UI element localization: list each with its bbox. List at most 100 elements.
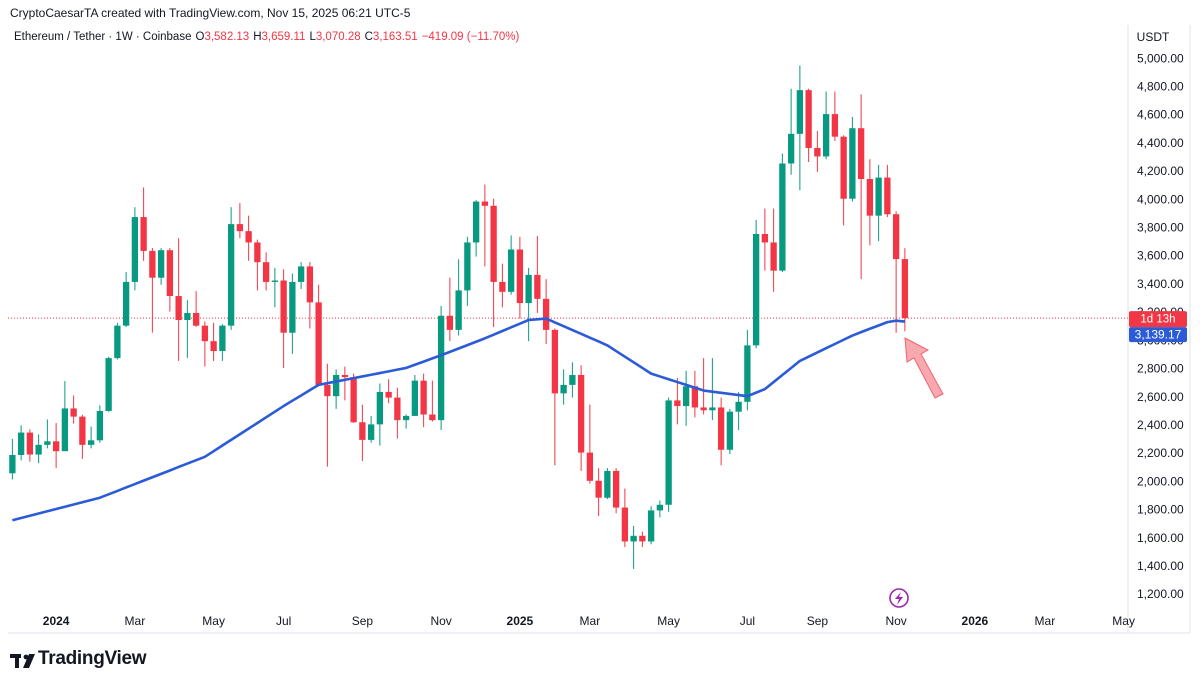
x-tick-label: Sep (352, 614, 374, 628)
candle-body (385, 391, 392, 398)
y-tick-label: 1,400.00 (1137, 559, 1184, 573)
candle-body (455, 290, 462, 330)
candle-body (525, 274, 532, 304)
y-tick-label: 1,800.00 (1137, 503, 1184, 517)
candle-body (236, 224, 244, 232)
y-tick-label: 1,600.00 (1137, 531, 1184, 545)
candle-body (569, 375, 576, 385)
candle-body (17, 432, 25, 455)
candle-body (744, 345, 751, 402)
candle-body (814, 147, 821, 157)
candle-body (779, 163, 786, 271)
candle-body (647, 510, 655, 542)
candle-body (901, 259, 909, 319)
candle-body (9, 454, 16, 474)
ohlc-value: 3,582.13 (204, 31, 250, 43)
candle-body (44, 441, 51, 445)
candle-body (700, 407, 707, 411)
candle-body (192, 312, 200, 326)
candle-body (612, 470, 620, 508)
candle-body (752, 233, 760, 346)
candle-body (324, 384, 331, 397)
candle-body (105, 358, 112, 411)
candle-body (770, 242, 777, 271)
candle-body (157, 250, 165, 278)
candle-body (507, 249, 515, 292)
candle-body (87, 440, 95, 445)
candle-body (595, 480, 602, 498)
x-tick-label: Jul (276, 614, 291, 628)
candle-body (437, 315, 445, 421)
candle-body (175, 296, 182, 321)
x-tick-label: 2024 (43, 614, 70, 628)
candle-body (96, 410, 104, 441)
x-tick-label: Jul (740, 614, 755, 628)
candle-body (149, 250, 156, 278)
candle-body (884, 177, 891, 215)
candle-body (280, 280, 287, 333)
candle-body (289, 281, 296, 333)
candle-body (840, 136, 847, 199)
candle-body (271, 280, 279, 282)
x-tick-label: 2026 (962, 614, 989, 628)
y-tick-label: 3,400.00 (1137, 277, 1184, 291)
candle-body (691, 386, 699, 408)
x-tick-label: May (657, 614, 680, 628)
candle-body (490, 205, 497, 282)
candle-body (499, 281, 506, 292)
candle-body (875, 177, 882, 216)
logo-shape (15, 654, 19, 668)
ma-tag (1129, 327, 1187, 343)
ohlc-key: C (364, 31, 373, 43)
candle-body (534, 274, 541, 299)
price-tag (1129, 311, 1187, 328)
candle-body (26, 432, 34, 455)
candle-body (577, 375, 585, 453)
annotation-arrow (904, 337, 944, 399)
candle-body (70, 408, 77, 417)
y-tick-label: 2,600.00 (1137, 390, 1184, 404)
candle-body (420, 380, 427, 415)
moving-average (12, 317, 906, 522)
candle-body (402, 415, 410, 421)
y-tick-label: 2,000.00 (1137, 474, 1184, 488)
candle-body (201, 325, 209, 342)
candle-body (210, 341, 217, 352)
candle-body (560, 384, 567, 394)
candle-body (831, 114, 839, 137)
candle-body (787, 133, 795, 164)
candle-body (394, 397, 401, 421)
candle-body (892, 214, 900, 260)
candle-body (551, 329, 559, 394)
candle-body (866, 178, 874, 216)
candle-body (735, 401, 742, 412)
candle-body (315, 302, 322, 385)
ohlc-key: O (195, 31, 205, 43)
candle-body (219, 325, 226, 352)
candle-body (52, 441, 60, 452)
candles (9, 65, 909, 569)
candle-body (656, 504, 664, 511)
candle-body (805, 90, 812, 148)
candle-body (262, 262, 270, 282)
lightning-icon (889, 588, 909, 608)
x-tick-label: May (202, 614, 225, 628)
candle-body (822, 114, 830, 157)
y-tick-label: 2,800.00 (1137, 362, 1184, 376)
candle-body (140, 217, 147, 251)
candle-body (367, 424, 375, 440)
candle-body (796, 90, 804, 134)
logo: TradingView (38, 648, 147, 669)
candle-body (621, 507, 629, 542)
candle-body (332, 375, 340, 397)
y-tick-label: 4,400.00 (1137, 136, 1184, 150)
candle-body (122, 281, 130, 326)
candle-body (61, 408, 69, 452)
ohlc: O3,582.13 H3,659.11 L3,070.28 C3,163.51 (195, 31, 421, 43)
logo-mark (10, 654, 35, 668)
candle-body (166, 250, 174, 297)
candle-body (849, 128, 856, 199)
change: −419.09 (−11.70%) (421, 31, 520, 43)
x-tick-label: Mar (1035, 614, 1056, 628)
